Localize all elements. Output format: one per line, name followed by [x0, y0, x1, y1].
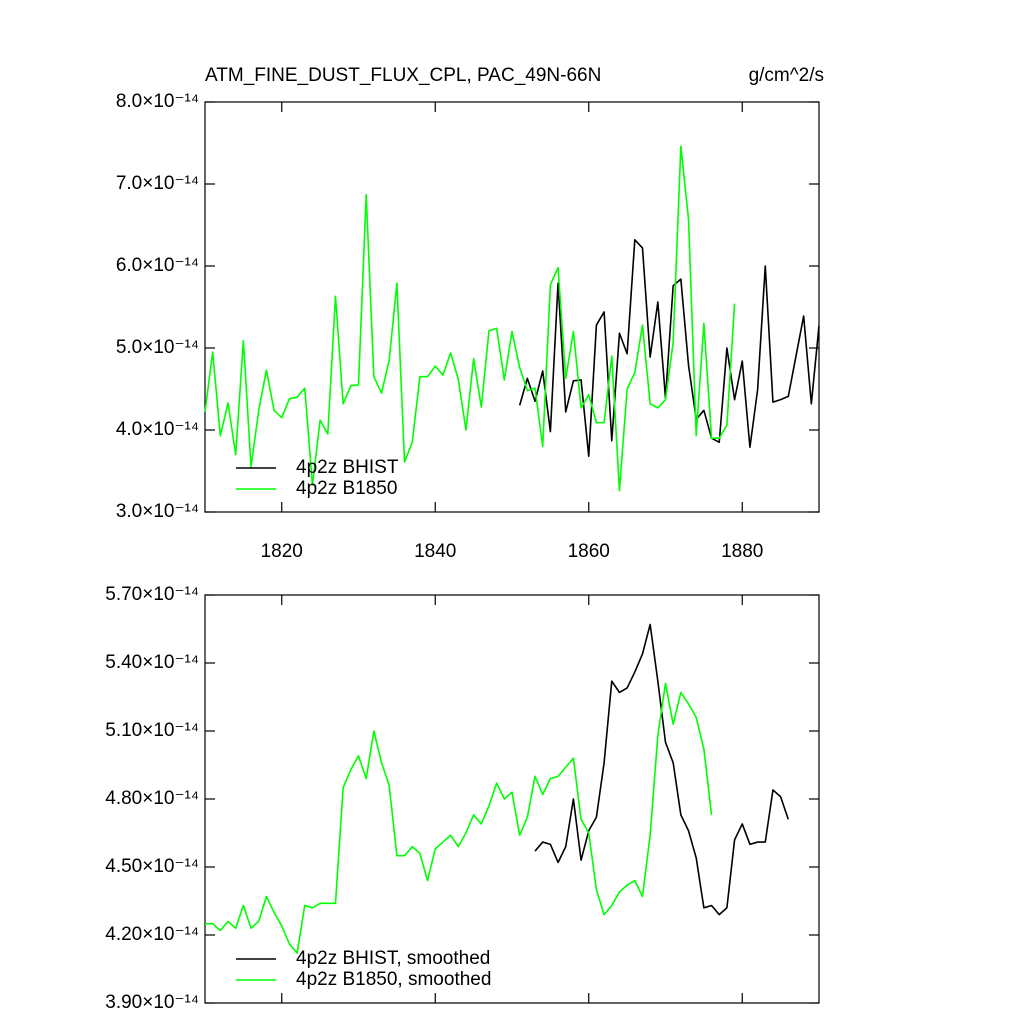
y-tick-label: 4.80×10⁻¹⁴	[105, 788, 199, 809]
legend-label: 4p2z BHIST	[296, 457, 399, 478]
x-tick-label: 1880	[721, 541, 763, 562]
x-tick-label: 1840	[414, 541, 456, 562]
y-tick-label: 8.0×10⁻¹⁴	[116, 91, 199, 112]
plot-frame	[204, 101, 820, 513]
series-line	[534, 623, 790, 916]
y-tick-label: 5.10×10⁻¹⁴	[105, 720, 199, 741]
y-tick-label: 3.90×10⁻¹⁴	[105, 992, 199, 1013]
series-line	[518, 238, 820, 458]
chart-title: ATM_FINE_DUST_FLUX_CPL, PAC_49N-66N	[205, 65, 601, 86]
plot-frame	[204, 594, 820, 1004]
y-tick-label: 5.70×10⁻¹⁴	[105, 584, 199, 605]
y-tick-label: 5.40×10⁻¹⁴	[105, 652, 199, 673]
y-tick-label: 4.20×10⁻¹⁴	[105, 924, 199, 945]
y-tick-label: 3.0×10⁻¹⁴	[116, 501, 199, 522]
legend-label: 4p2z B1850	[296, 478, 397, 499]
units-label: g/cm^2/s	[749, 65, 824, 86]
x-tick-label: 1820	[261, 541, 303, 562]
series-line	[204, 145, 736, 492]
x-tick-label: 1860	[568, 541, 610, 562]
legend-label: 4p2z BHIST, smoothed	[296, 948, 490, 969]
y-tick-label: 4.50×10⁻¹⁴	[105, 856, 199, 877]
y-tick-label: 5.0×10⁻¹⁴	[116, 337, 199, 358]
y-tick-label: 7.0×10⁻¹⁴	[116, 173, 199, 194]
legend-label: 4p2z B1850, smoothed	[296, 969, 491, 990]
series-line	[205, 682, 713, 954]
y-tick-label: 4.0×10⁻¹⁴	[116, 419, 199, 440]
y-tick-label: 6.0×10⁻¹⁴	[116, 255, 199, 276]
